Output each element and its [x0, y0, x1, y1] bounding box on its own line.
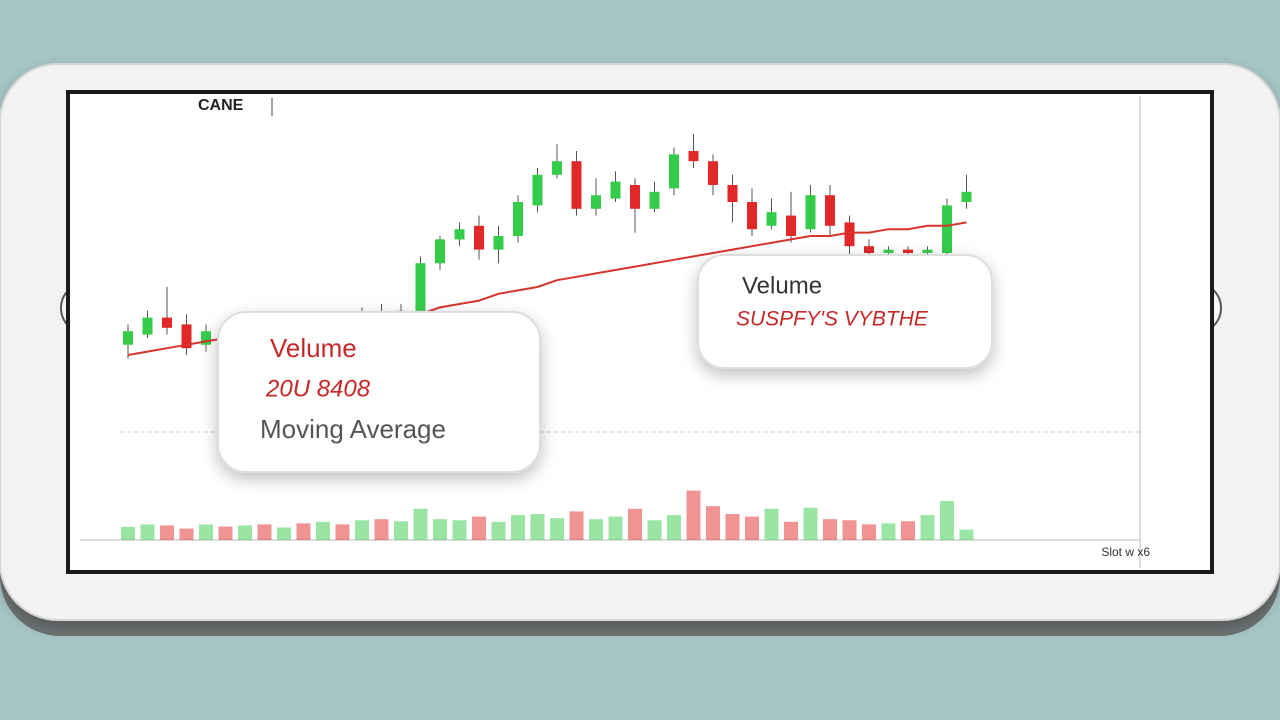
volume-bar: [160, 525, 174, 540]
candle-body: [708, 161, 718, 185]
candle-body: [669, 154, 679, 189]
candle-body: [552, 161, 562, 175]
volume-bar: [940, 501, 954, 540]
candle-body: [513, 202, 523, 236]
candle-body: [123, 331, 133, 345]
volume-bar: [842, 520, 857, 540]
callout-box: [217, 311, 541, 473]
volume-bar: [550, 518, 564, 540]
candle-body: [844, 222, 855, 247]
callout-box: [697, 254, 993, 369]
volume-bar: [218, 526, 233, 540]
volume-bar: [706, 506, 720, 540]
volume-bar: [335, 524, 350, 540]
volume-bar: [823, 519, 837, 540]
volume-bar: [647, 520, 662, 540]
volume-bar: [667, 515, 681, 540]
volume-bar: [238, 525, 252, 540]
volume-bar: [374, 519, 389, 540]
callout-text: Moving Average: [260, 414, 446, 444]
chart-title: CANE: [198, 97, 244, 114]
volume-bar: [608, 516, 623, 540]
candle-body: [727, 185, 738, 202]
plot: [121, 134, 974, 540]
candle-body: [922, 249, 933, 253]
volume-bar: [452, 520, 467, 540]
volume-bar: [628, 508, 642, 540]
candle-body: [142, 317, 153, 335]
volume-bar: [920, 515, 935, 540]
candle-body: [415, 263, 426, 311]
volume-bar: [881, 523, 896, 540]
candle-body: [162, 317, 172, 328]
candle-body: [454, 229, 465, 240]
candle-body: [903, 249, 913, 253]
volume-bar: [413, 508, 428, 540]
candle-body: [883, 249, 894, 253]
volume-bar: [862, 524, 876, 540]
volume-bar: [784, 521, 798, 540]
volume-bar: [511, 515, 525, 540]
volume-bar: [686, 490, 701, 540]
volume-bar: [121, 527, 135, 540]
callout-text: Velume: [742, 272, 822, 299]
candle-body: [805, 195, 816, 230]
callout-text: Velume: [270, 333, 357, 363]
candle-body: [493, 236, 504, 250]
candle-body: [649, 191, 660, 209]
candle-body: [747, 202, 757, 230]
candle-body: [786, 215, 796, 236]
volume-bar: [199, 524, 213, 540]
volume-bar: [140, 524, 155, 540]
volume-bar: [491, 521, 506, 540]
volume-bar: [530, 514, 545, 540]
candle-body: [474, 225, 484, 250]
callout: Velume SUSPFY'S VYBTHE: [697, 254, 993, 369]
callout: Velume 20U 8408 Moving Average: [217, 311, 541, 473]
volume-bar: [296, 523, 311, 540]
volume-bar: [764, 508, 779, 540]
volume-bar: [257, 524, 272, 540]
candle-body: [961, 191, 972, 202]
volume-bar: [355, 520, 369, 540]
candle-body: [766, 212, 777, 226]
candle-body: [942, 205, 952, 253]
volume-bar: [316, 521, 330, 540]
volume-bar: [394, 521, 408, 540]
volume-bar: [901, 521, 915, 540]
volume-bar: [725, 514, 740, 540]
screen: [66, 90, 1214, 574]
candle-body: [591, 195, 601, 209]
candle-body: [435, 239, 445, 264]
volume-bar: [803, 507, 818, 540]
footer-label: Slot w x6: [1101, 545, 1150, 559]
candle-body: [532, 174, 543, 206]
callout-text: 20U 8408: [265, 375, 371, 402]
candle-body: [571, 161, 582, 209]
candle-body: [630, 185, 640, 209]
volume-bar: [179, 528, 194, 540]
volume-bar: [433, 519, 447, 540]
volume-bar: [589, 519, 603, 540]
candle-body: [864, 246, 874, 253]
candle-body: [610, 181, 621, 199]
volume-bar: [277, 527, 291, 540]
volume-bar: [569, 511, 584, 540]
candle-body: [181, 324, 192, 349]
candle-body: [825, 195, 835, 226]
candle-body: [201, 331, 211, 345]
volume-bar: [472, 516, 486, 540]
volume-bar: [745, 516, 759, 540]
volume-bar: [959, 529, 974, 540]
candle-body: [688, 151, 699, 162]
callout-text: SUSPFY'S VYBTHE: [736, 308, 929, 331]
